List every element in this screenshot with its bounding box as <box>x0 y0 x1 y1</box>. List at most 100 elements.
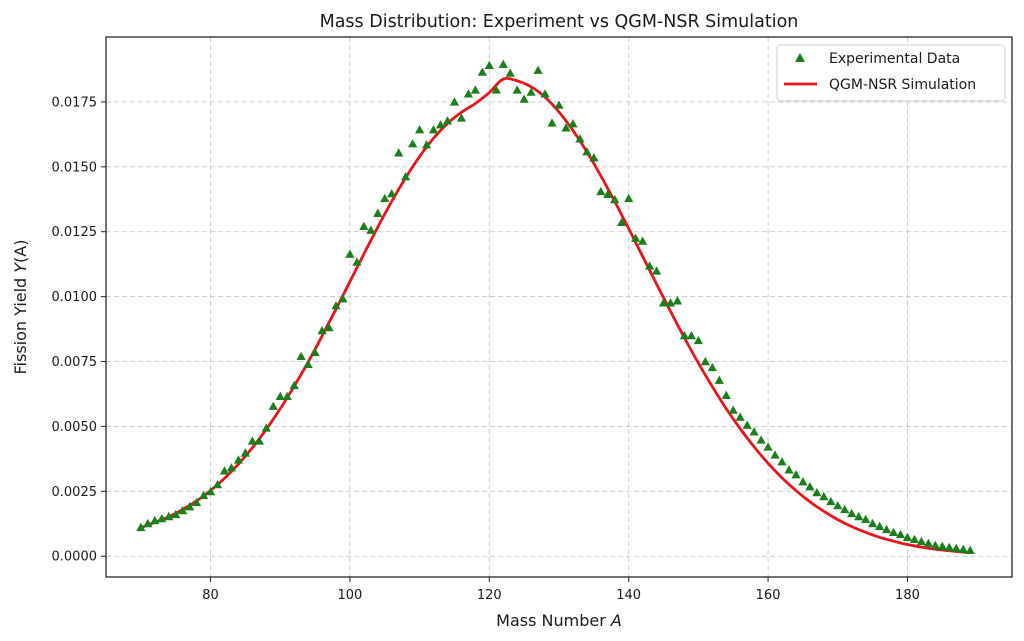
experimental-data-point <box>777 457 787 466</box>
y-tick-label: 0.0050 <box>52 420 98 435</box>
experimental-data-point <box>408 139 418 148</box>
experimental-data-point <box>756 435 766 444</box>
experimental-data-point <box>812 488 822 497</box>
experimental-data-point <box>317 326 327 335</box>
experimental-data-point <box>874 521 885 531</box>
experimental-data-point <box>233 455 244 464</box>
x-axis-label: Mass Number A <box>496 611 622 630</box>
y-tick-label: 0.0000 <box>52 550 98 565</box>
experimental-data-point <box>784 465 794 474</box>
experimental-data-point <box>331 301 341 310</box>
x-tick-label: 100 <box>338 588 363 603</box>
experimental-data-point <box>638 236 648 245</box>
experimental-data-point <box>505 68 515 77</box>
y-axis-label-variable: Y <box>11 262 30 273</box>
x-axis-label-variable: A <box>610 611 622 630</box>
experimental-data-point <box>456 113 467 122</box>
experimental-data-point <box>533 65 543 74</box>
experimental-data-point <box>798 477 808 486</box>
experimental-data-point <box>617 217 627 227</box>
y-tick-label: 0.0075 <box>52 355 98 370</box>
experimental-data-point <box>700 356 710 366</box>
x-axis-ticks: 80 100 120 140 160 180 <box>202 577 920 603</box>
experimental-data-point <box>415 125 425 134</box>
x-tick-label: 120 <box>477 588 502 603</box>
experimental-data-point <box>596 186 606 196</box>
experimental-data-point <box>192 497 202 507</box>
experimental-data-point <box>693 335 703 345</box>
experimental-data-point <box>324 322 334 332</box>
experimental-data-point <box>833 501 843 510</box>
experimental-data-point <box>401 172 411 181</box>
y-axis-label-suffix: (A) <box>11 239 30 262</box>
experimental-data-point <box>554 100 564 109</box>
x-tick-label: 160 <box>756 588 781 603</box>
experimental-data-point <box>735 412 745 421</box>
experimental-data-point <box>861 514 871 524</box>
experimental-data-point <box>791 470 801 479</box>
simulation-line-layer <box>139 76 972 554</box>
experimental-data-point <box>261 423 271 432</box>
x-tick-label: 180 <box>895 588 920 603</box>
experimental-data-point <box>728 405 738 414</box>
experimental-data-point <box>854 511 864 521</box>
experimental-data-point <box>742 420 752 429</box>
experimental-data-point <box>185 502 195 511</box>
experimental-data-point <box>847 508 857 518</box>
axes-frame <box>105 36 1013 578</box>
experimental-data-point <box>958 544 968 553</box>
y-tick-label: 0.0150 <box>52 160 98 175</box>
experimental-data-point <box>150 515 160 525</box>
experimental-data-point <box>881 524 892 534</box>
experimental-data-point <box>930 540 940 550</box>
experimental-data-point <box>819 491 829 501</box>
experimental-data-point <box>289 380 299 390</box>
experimental-data-point <box>547 118 557 127</box>
experimental-data-point <box>568 119 578 128</box>
experimental-data-point <box>387 188 397 198</box>
experimental-data-point <box>944 542 954 552</box>
experimental-data-point <box>449 97 460 106</box>
experimental-data-point <box>868 518 878 528</box>
experimental-data-point <box>247 436 257 445</box>
experimental-data-point <box>171 509 181 519</box>
experimental-data-point <box>366 225 376 234</box>
experimental-data-point <box>665 298 676 307</box>
experimental-data-point <box>610 194 620 204</box>
x-tick-label: 80 <box>202 588 219 603</box>
experimental-data-point <box>254 436 264 445</box>
experimental-data-point <box>826 496 836 506</box>
experimental-data-point <box>380 193 390 203</box>
experimental-data-point <box>157 513 167 523</box>
experimental-data-point <box>624 193 634 203</box>
legend-label-simulation: QGM-NSR Simulation <box>829 77 976 93</box>
experimental-data-point <box>923 538 933 547</box>
experimental-data-point <box>219 466 230 475</box>
experimental-data-point <box>164 511 174 521</box>
experimental-data-point <box>645 261 655 270</box>
legend-label-experimental: Experimental Data <box>829 51 960 67</box>
experimental-data-point <box>394 148 404 157</box>
experimental-data-point <box>178 505 188 515</box>
experimental-data-point <box>198 490 209 500</box>
experimental-data-point <box>421 140 432 149</box>
experimental-data-point <box>631 233 641 242</box>
experimental-data-point <box>491 85 501 94</box>
experimental-markers-layer <box>136 59 975 554</box>
experimental-data-point <box>282 391 292 400</box>
experimental-data-point <box>770 450 780 459</box>
simulation-line <box>139 76 972 554</box>
experimental-data-point <box>763 442 773 451</box>
experimental-data-point <box>916 536 926 546</box>
experimental-data-point <box>951 543 961 552</box>
experimental-data-point <box>352 257 362 266</box>
chart-title: Mass Distribution: Experiment vs QGM-NSR… <box>320 12 799 32</box>
experimental-data-point <box>463 89 473 98</box>
experimental-data-point <box>561 123 571 132</box>
y-axis-ticks: 0.0000 0.0025 0.0050 0.0075 0.0100 0.0125 0.01… <box>52 95 106 565</box>
experimental-data-point <box>359 221 369 230</box>
experimental-data-point <box>428 125 439 134</box>
experimental-data-point <box>658 298 669 307</box>
experimental-data-point <box>805 482 815 491</box>
experimental-data-point <box>240 448 250 457</box>
